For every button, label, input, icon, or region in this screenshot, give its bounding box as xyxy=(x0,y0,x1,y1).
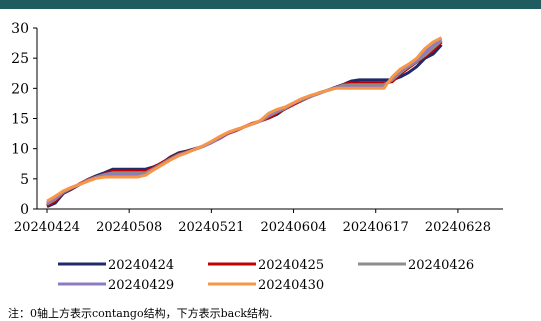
header-bar xyxy=(0,0,541,9)
legend-label-20240424: 20240424 xyxy=(108,258,174,273)
y-tick-label: 0 xyxy=(20,202,29,218)
y-tick-label: 20 xyxy=(11,81,29,97)
legend-label-20240425: 20240425 xyxy=(258,258,324,273)
y-tick-label: 10 xyxy=(11,142,29,158)
y-axis-ticks: 0 5 10 15 20 25 30 xyxy=(11,21,37,218)
footnote: 注：0轴上方表示contango结构，下方表示back结构. xyxy=(8,307,273,320)
series-line-20240426 xyxy=(46,39,443,206)
x-axis-ticks: 20240424 20240508 20240521 20240604 20240617… xyxy=(14,209,491,235)
y-tick-label: 25 xyxy=(11,51,29,67)
series-line-20240430 xyxy=(46,36,443,203)
legend-label-20240426: 20240426 xyxy=(408,258,474,273)
x-tick-label: 20240617 xyxy=(343,220,409,235)
legend-label-20240430: 20240430 xyxy=(258,278,324,293)
x-tick-label: 20240521 xyxy=(178,220,244,235)
x-tick-label: 20240424 xyxy=(14,220,80,235)
series-line-20240425 xyxy=(46,40,443,207)
y-tick-label: 30 xyxy=(11,21,29,37)
series-lines xyxy=(46,36,443,208)
y-tick-label: 5 xyxy=(20,172,29,188)
x-tick-label: 20240628 xyxy=(425,220,491,235)
x-tick-label: 20240508 xyxy=(96,220,162,235)
legend-label-20240429: 20240429 xyxy=(108,278,174,293)
y-tick-label: 15 xyxy=(11,112,29,128)
legend: 20240424 20240425 20240426 20240429 20240430 xyxy=(58,258,474,293)
x-tick-label: 20240604 xyxy=(260,220,326,235)
